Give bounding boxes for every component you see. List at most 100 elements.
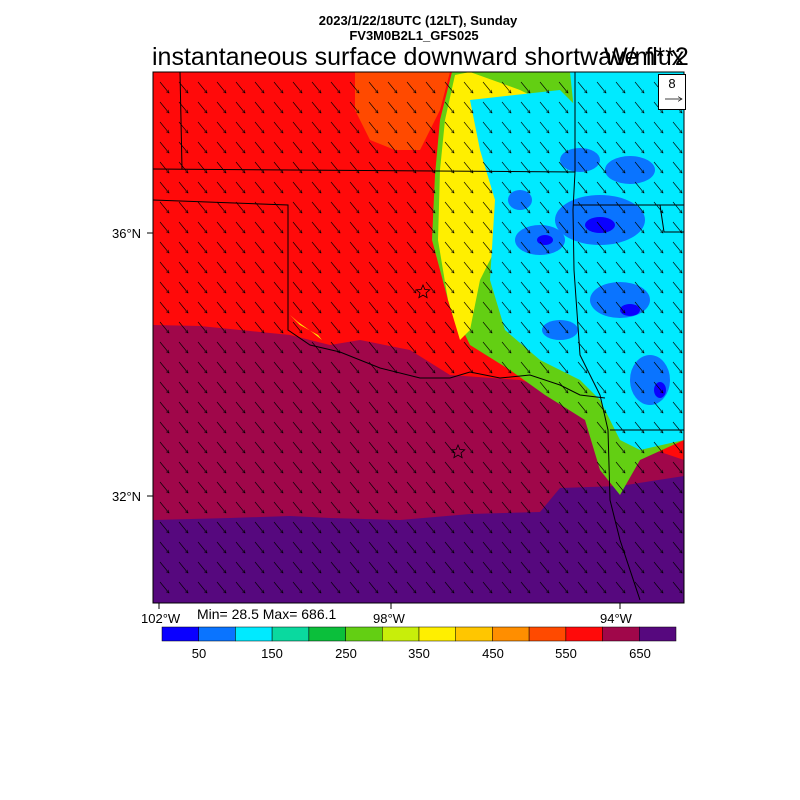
wind-arrow — [425, 581, 435, 593]
wind-arrow — [577, 521, 587, 533]
wind-arrow — [615, 321, 625, 333]
wind-arrow — [425, 381, 435, 393]
wind-arrow — [444, 401, 454, 413]
wind-arrow — [406, 521, 416, 533]
wind-arrow — [254, 361, 264, 373]
wind-arrow — [672, 381, 682, 393]
wind-arrow — [672, 361, 682, 373]
wind-arrow — [311, 461, 321, 473]
wind-arrow — [292, 81, 302, 93]
wind-arrow — [159, 101, 169, 113]
wind-arrow — [520, 561, 530, 573]
wind-arrow — [615, 261, 625, 273]
wind-arrow — [596, 521, 606, 533]
wind-arrow — [387, 521, 397, 533]
wind-arrow — [520, 421, 530, 433]
wind-arrow — [235, 161, 245, 173]
wind-arrow — [349, 501, 359, 513]
lon-label-98w: 98°W — [373, 611, 405, 626]
wind-arrow — [596, 281, 606, 293]
wind-arrow — [178, 541, 188, 553]
wind-arrow — [159, 161, 169, 173]
wind-arrow — [539, 501, 549, 513]
wind-arrow — [178, 581, 188, 593]
wind-arrow — [501, 501, 511, 513]
wind-arrow — [406, 241, 416, 253]
wind-arrow — [634, 561, 644, 573]
wind-arrow — [197, 241, 207, 253]
wind-arrow — [330, 461, 340, 473]
wind-arrow — [558, 481, 568, 493]
wind-arrow — [653, 281, 663, 293]
wind-arrow — [520, 361, 530, 373]
wind-arrow — [254, 221, 264, 233]
wind-arrow — [292, 161, 302, 173]
wind-arrow — [387, 101, 397, 113]
wind-arrow — [482, 101, 492, 113]
wind-arrow — [520, 401, 530, 413]
wind-arrow — [425, 401, 435, 413]
wind-arrow — [653, 321, 663, 333]
wind-arrow — [311, 501, 321, 513]
wind-arrow — [311, 341, 321, 353]
colorbar-swatch — [382, 626, 420, 642]
wind-arrow — [368, 141, 378, 153]
wind-arrow — [482, 221, 492, 233]
wind-arrow — [577, 281, 587, 293]
wind-arrow — [463, 441, 473, 453]
wind-reference-box: 8 — [658, 74, 686, 110]
wind-arrow — [235, 81, 245, 93]
colorbar-swatch — [455, 626, 493, 642]
wind-arrow — [330, 521, 340, 533]
wind-arrow — [349, 161, 359, 173]
wind-arrow — [273, 301, 283, 313]
cloud-cell — [508, 190, 532, 210]
wind-arrow — [634, 341, 644, 353]
wind-arrow — [444, 301, 454, 313]
wind-arrow — [197, 501, 207, 513]
wind-arrow — [615, 221, 625, 233]
wind-arrow — [558, 361, 568, 373]
wind-arrow — [520, 101, 530, 113]
cloud-core — [537, 235, 553, 245]
lon-label-94w: 94°W — [600, 611, 632, 626]
wind-arrow — [653, 461, 663, 473]
wind-arrow — [387, 381, 397, 393]
wind-arrow — [254, 441, 264, 453]
wind-arrow — [558, 421, 568, 433]
wind-arrow — [558, 501, 568, 513]
wind-arrow — [273, 321, 283, 333]
wind-arrow — [197, 461, 207, 473]
colorbar-swatch — [418, 626, 456, 642]
wind-arrow — [463, 341, 473, 353]
wind-arrow — [178, 441, 188, 453]
wind-arrow — [406, 421, 416, 433]
wind-arrow — [558, 221, 568, 233]
wind-arrow — [501, 561, 511, 573]
wind-arrow — [672, 321, 682, 333]
wind-arrow — [482, 301, 492, 313]
wind-arrow — [254, 121, 264, 133]
wind-arrow — [254, 141, 264, 153]
wind-arrow — [235, 141, 245, 153]
wind-arrow — [235, 501, 245, 513]
wind-arrow — [216, 481, 226, 493]
wind-arrow — [482, 581, 492, 593]
colorbar-label: 650 — [629, 646, 651, 661]
wind-arrow — [254, 561, 264, 573]
wind-arrow — [672, 421, 682, 433]
wind-arrow — [216, 161, 226, 173]
wind-arrow — [577, 441, 587, 453]
wind-arrow — [368, 461, 378, 473]
wind-arrow — [387, 281, 397, 293]
wind-arrow — [349, 261, 359, 273]
wind-arrow — [501, 201, 511, 213]
wind-arrow — [444, 341, 454, 353]
wind-arrow — [672, 521, 682, 533]
wind-arrow — [501, 421, 511, 433]
wind-arrow — [634, 281, 644, 293]
wind-arrow — [425, 461, 435, 473]
wind-arrow — [216, 401, 226, 413]
wind-arrow — [558, 341, 568, 353]
wind-arrow — [577, 261, 587, 273]
